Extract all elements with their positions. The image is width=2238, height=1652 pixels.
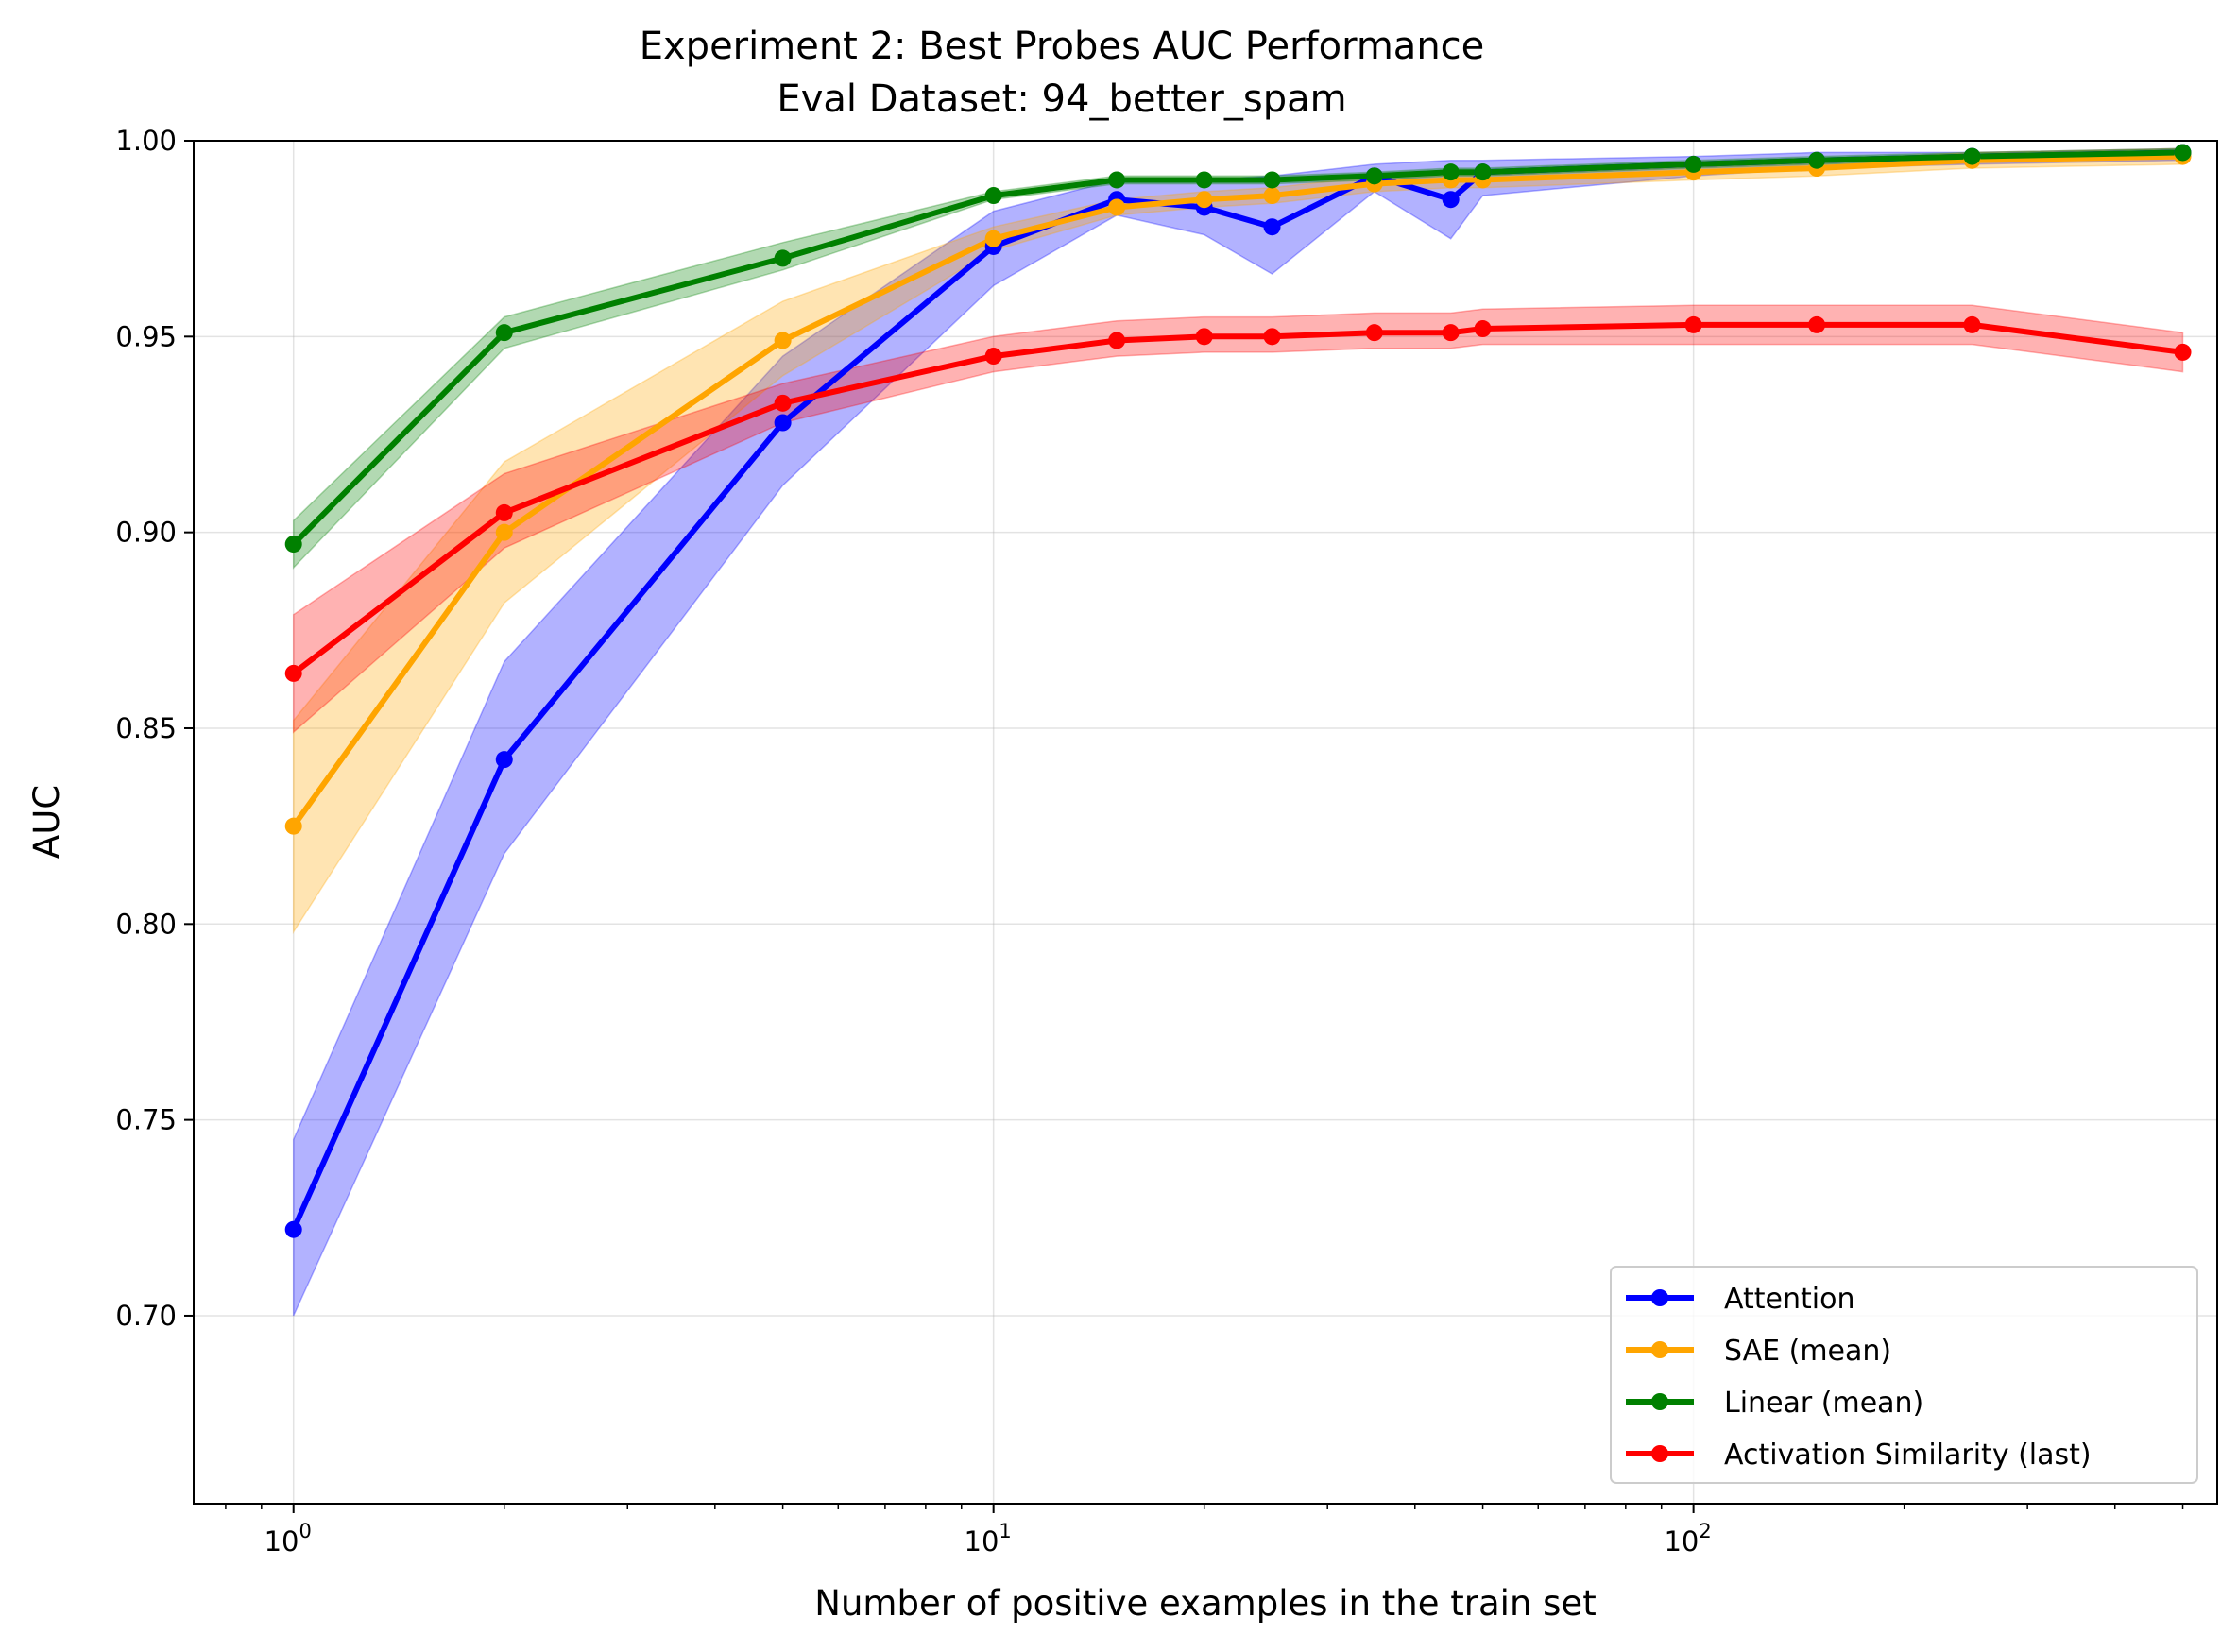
data-point: [984, 348, 1002, 366]
series-line: [290, 153, 2186, 829]
legend-swatch-marker: [1651, 1289, 1668, 1306]
data-point: [1195, 171, 1213, 189]
data-point: [984, 187, 1002, 205]
series-line: [290, 321, 2186, 676]
data-point: [1963, 315, 1981, 333]
data-point: [284, 664, 302, 682]
data-point: [774, 414, 792, 432]
y-tick-label: 1.00: [115, 125, 177, 157]
legend-label: Attention: [1724, 1283, 1854, 1316]
data-point: [774, 332, 792, 349]
data-point: [1195, 328, 1213, 346]
y-axis-ticks: 0.70 0.75 0.80 0.85 0.90 0.95 1.00: [115, 125, 194, 1332]
y-tick-label: 0.85: [115, 712, 177, 744]
data-point: [495, 503, 513, 521]
x-tick-label: 102: [1664, 1520, 1711, 1558]
series-lines: [290, 149, 2186, 1233]
y-tick-label: 0.70: [115, 1300, 177, 1332]
x-tick-exponent: 2: [1699, 1520, 1711, 1542]
x-axis-label: Number of positive examples in the train…: [814, 1583, 1596, 1624]
x-tick-base: 10: [265, 1525, 299, 1558]
data-point: [1263, 218, 1281, 236]
data-point: [1684, 315, 1702, 333]
data-point: [495, 523, 513, 541]
data-point: [774, 249, 792, 267]
data-point: [1195, 191, 1213, 209]
data-point: [1442, 324, 1460, 342]
data-point: [1808, 151, 1826, 169]
x-tick-label: 100: [265, 1520, 312, 1558]
y-tick-label: 0.75: [115, 1104, 177, 1136]
y-axis-label: AUC: [26, 785, 67, 859]
data-point: [1442, 191, 1460, 209]
chart-title: Experiment 2: Best Probes AUC Performanc…: [640, 25, 1485, 68]
data-point: [1365, 167, 1383, 185]
legend-box: [1610, 1266, 2198, 1484]
series-markers: [284, 144, 2192, 1238]
data-point: [1474, 320, 1492, 338]
data-point: [284, 1220, 302, 1238]
legend-swatch-marker: [1651, 1393, 1668, 1410]
data-point: [2174, 144, 2192, 162]
legend-swatch-marker: [1651, 1445, 1668, 1462]
data-point: [774, 394, 792, 412]
legend-label: SAE (mean): [1724, 1335, 1891, 1368]
data-point: [1808, 315, 1826, 333]
data-point: [1108, 198, 1126, 216]
y-tick-label: 0.80: [115, 908, 177, 940]
legend-swatch-marker: [1651, 1341, 1668, 1358]
data-point: [1263, 328, 1281, 346]
data-point: [1108, 171, 1126, 189]
y-tick-label: 0.95: [115, 320, 177, 352]
data-point: [284, 536, 302, 554]
data-point: [284, 817, 302, 835]
data-point: [2174, 343, 2192, 361]
data-point: [1263, 187, 1281, 205]
data-point: [1963, 147, 1981, 165]
legend-label: Activation Similarity (last): [1724, 1439, 2092, 1472]
x-axis-ticks: 100 101 102: [225, 1504, 2184, 1558]
plot-frame: [193, 140, 2218, 1505]
x-tick-base: 10: [1664, 1525, 1699, 1558]
data-point: [495, 751, 513, 769]
data-point: [1474, 163, 1492, 181]
data-point: [984, 230, 1002, 247]
legend-label: Linear (mean): [1724, 1387, 1923, 1420]
x-tick-label: 101: [965, 1520, 1012, 1558]
x-tick-exponent: 1: [999, 1520, 1011, 1542]
data-point: [1442, 163, 1460, 181]
data-point: [1263, 171, 1281, 189]
series-line: [290, 149, 2186, 548]
data-point: [1365, 324, 1383, 342]
data-point: [495, 324, 513, 342]
x-tick-base: 10: [965, 1525, 999, 1558]
x-tick-exponent: 0: [299, 1520, 311, 1542]
legend: Attention SAE (mean) Linear (mean) Activati…: [1610, 1266, 2198, 1484]
data-point: [1684, 155, 1702, 173]
y-tick-label: 0.90: [115, 517, 177, 549]
data-point: [1108, 332, 1126, 349]
chart-subtitle: Eval Dataset: 94_better_spam: [777, 77, 1346, 121]
